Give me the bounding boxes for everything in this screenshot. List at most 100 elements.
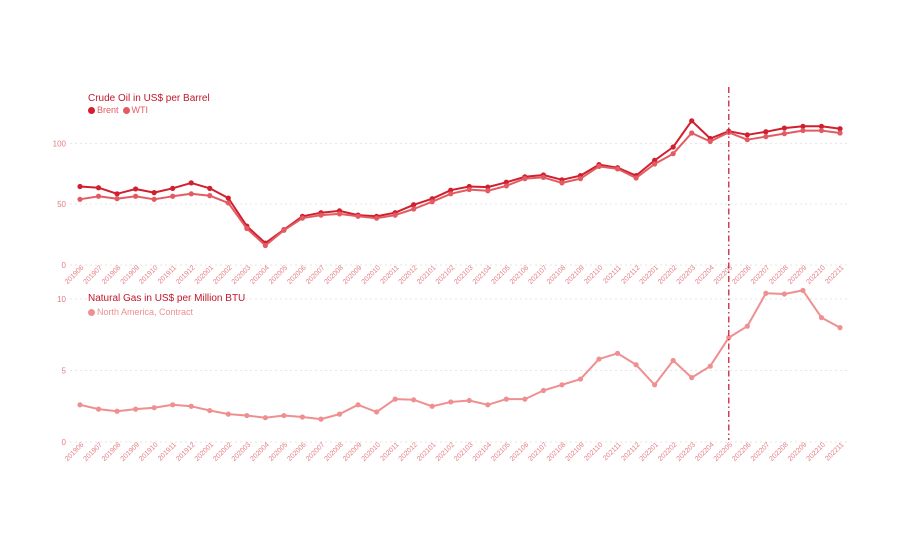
x-tick-label: 202203 <box>676 441 698 463</box>
x-tick-label: 202007 <box>305 441 327 463</box>
x-tick-label: 202210 <box>805 441 827 463</box>
x-tick-label: 202205 <box>713 264 735 286</box>
x-tick-label: 202009 <box>342 264 364 286</box>
data-point <box>577 176 584 182</box>
data-point <box>318 212 324 218</box>
data-point <box>485 188 491 194</box>
x-tick-label: 201911 <box>157 441 178 462</box>
data-point <box>800 287 806 294</box>
x-tick-label: 202103 <box>453 264 475 286</box>
data-point <box>336 411 343 417</box>
data-point <box>188 180 194 186</box>
x-tick-label: 202205 <box>713 441 735 463</box>
data-point <box>800 123 806 129</box>
data-point <box>411 206 417 212</box>
data-point <box>170 185 176 191</box>
data-point <box>151 196 157 202</box>
legend-marker-brent <box>88 106 95 114</box>
data-point <box>299 215 306 221</box>
x-tick-label: 201906 <box>64 264 86 286</box>
data-point <box>707 138 713 145</box>
data-point <box>373 215 380 221</box>
x-tick-label: 202211 <box>824 264 845 285</box>
x-tick-label: 202001 <box>194 264 216 286</box>
x-tick-label: 202003 <box>231 264 253 286</box>
x-tick-label: 202206 <box>731 264 753 286</box>
x-tick-label: 202209 <box>787 264 809 286</box>
data-point <box>577 376 584 382</box>
crude-oil-panel: 0501002019062019072019082019092019102019… <box>53 118 850 286</box>
data-point <box>540 387 547 394</box>
data-point <box>485 402 491 408</box>
data-point <box>689 118 695 124</box>
x-tick-label: 202003 <box>231 441 253 463</box>
data-point <box>800 127 806 134</box>
x-tick-label: 202104 <box>472 441 494 463</box>
data-point <box>596 163 602 170</box>
x-tick-label: 202204 <box>694 441 716 463</box>
data-point <box>170 402 176 408</box>
natural-gas-title: Natural Gas in US$ per Million BTU <box>88 293 246 304</box>
data-point <box>225 195 231 201</box>
data-point <box>281 412 287 419</box>
data-point <box>818 127 825 134</box>
legend-marker-north-america-contract <box>88 308 95 316</box>
data-point <box>151 405 157 411</box>
x-tick-label: 202002 <box>212 264 234 286</box>
x-tick-label: 201909 <box>120 441 142 463</box>
data-point <box>318 416 324 422</box>
x-tick-label: 201911 <box>157 264 178 285</box>
data-point <box>392 396 398 402</box>
data-point <box>170 193 176 199</box>
x-tick-label: 201908 <box>101 441 123 463</box>
data-point <box>244 225 250 232</box>
data-point <box>429 199 435 205</box>
legend-marker-wti <box>122 106 130 114</box>
data-point <box>114 191 120 197</box>
data-point <box>781 125 787 131</box>
x-tick-label: 202111 <box>602 441 623 462</box>
data-point <box>355 402 361 408</box>
x-tick-label: 201909 <box>120 264 142 286</box>
x-tick-label: 202102 <box>435 264 457 286</box>
y-tick-label: 10 <box>57 295 66 304</box>
x-tick-label: 202108 <box>546 441 568 463</box>
data-point <box>114 408 120 414</box>
data-point <box>614 166 621 172</box>
data-point <box>781 291 787 297</box>
x-tick-label: 202109 <box>564 441 586 463</box>
data-point <box>559 382 565 388</box>
data-point <box>596 356 602 362</box>
data-point <box>744 132 750 138</box>
data-point <box>114 196 120 202</box>
data-point <box>355 213 361 219</box>
x-tick-label: 202210 <box>805 264 827 286</box>
data-point <box>262 415 268 421</box>
x-tick-label: 201907 <box>82 264 104 286</box>
x-tick-label: 202112 <box>620 264 641 285</box>
legend-item-wti[interactable]: WTI <box>122 105 148 115</box>
x-tick-label: 202010 <box>361 264 383 286</box>
data-point <box>652 382 658 388</box>
x-tick-label: 201907 <box>82 441 104 463</box>
x-tick-label: 202203 <box>676 264 698 286</box>
data-point <box>207 185 213 191</box>
legend-item-brent[interactable]: Brent <box>88 105 119 115</box>
x-tick-label: 202110 <box>583 441 604 462</box>
x-tick-label: 202012 <box>398 264 420 286</box>
x-tick-label: 202111 <box>602 264 623 285</box>
x-tick-label: 202006 <box>286 264 308 286</box>
data-point <box>207 193 213 199</box>
crude-oil-legend: Brent WTI <box>88 105 152 115</box>
x-tick-label: 202002 <box>212 441 234 463</box>
data-point <box>133 193 139 199</box>
legend-item-north-america-contract[interactable]: North America, Contract <box>88 307 193 317</box>
x-tick-label: 202104 <box>472 264 494 286</box>
x-tick-label: 202005 <box>268 441 290 463</box>
data-point <box>225 411 231 417</box>
data-point <box>689 130 695 136</box>
x-tick-label: 202011 <box>379 264 400 285</box>
x-tick-label: 202201 <box>639 264 661 286</box>
x-tick-label: 202101 <box>416 441 438 463</box>
y-tick-label: 5 <box>62 367 67 376</box>
